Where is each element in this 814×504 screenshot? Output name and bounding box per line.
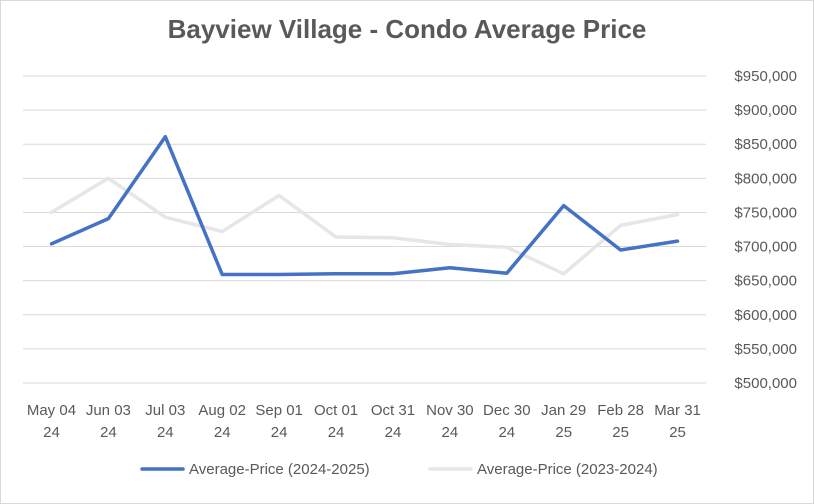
series-lines bbox=[49, 134, 680, 277]
y-tick-label: $500,000 bbox=[734, 375, 797, 392]
gridlines bbox=[23, 75, 706, 384]
chart-title: Bayview Village - Condo Average Price bbox=[167, 14, 647, 44]
y-tick-label: $650,000 bbox=[734, 273, 797, 290]
x-tick-label: Feb 28 25 bbox=[597, 402, 644, 441]
y-axis-tick-labels: $500,000 $550,000 $600,000 $650,000 $700,000… bbox=[734, 68, 797, 392]
y-tick-label: $950,000 bbox=[734, 68, 797, 85]
x-tick-label: May 04 24 bbox=[27, 402, 76, 441]
y-tick-label: $550,000 bbox=[734, 341, 797, 358]
y-tick-label: $700,000 bbox=[734, 239, 797, 256]
legend-label: Average-Price (2023-2024) bbox=[477, 461, 658, 478]
y-tick-label: $900,000 bbox=[734, 102, 797, 119]
x-tick-label: Sep 01 24 bbox=[255, 402, 303, 441]
legend: Average-Price (2024-2025) Average-Price (… bbox=[140, 461, 658, 478]
x-tick-label: Mar 31 25 bbox=[654, 402, 701, 441]
y-tick-label: $750,000 bbox=[734, 204, 797, 221]
legend-label: Average-Price (2024-2025) bbox=[189, 461, 370, 478]
x-tick-label: Jan 29 25 bbox=[541, 402, 586, 441]
x-tick-label: Jul 03 24 bbox=[145, 402, 185, 441]
x-tick-label: Oct 31 24 bbox=[371, 402, 415, 441]
x-tick-label: Nov 30 24 bbox=[426, 402, 474, 441]
y-tick-label: $600,000 bbox=[734, 307, 797, 324]
x-tick-label: Dec 30 24 bbox=[483, 402, 531, 441]
series-line bbox=[49, 176, 680, 276]
x-tick-label: Oct 01 24 bbox=[314, 402, 358, 441]
series-line bbox=[49, 134, 680, 277]
x-tick-label: Jun 03 24 bbox=[86, 402, 131, 441]
y-tick-label: $850,000 bbox=[734, 136, 797, 153]
x-tick-label: Aug 02 24 bbox=[198, 402, 246, 441]
y-tick-label: $800,000 bbox=[734, 170, 797, 187]
